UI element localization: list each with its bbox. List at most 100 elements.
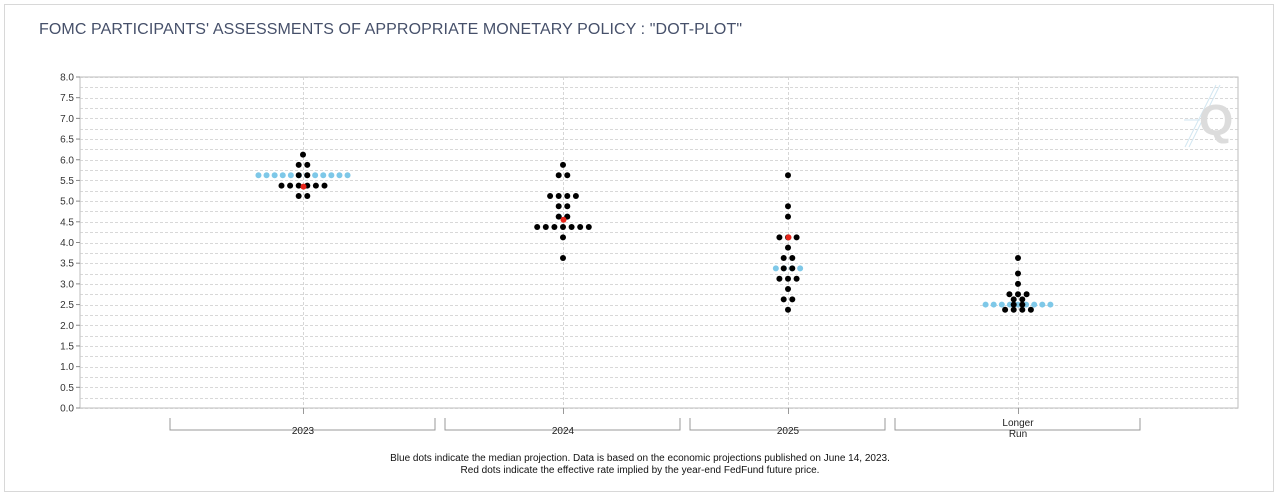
participant-dot [534,223,541,230]
participant-dot [287,182,294,189]
chart-title: FOMC PARTICIPANTS' ASSESSMENTS OF APPROP… [39,21,743,38]
participant-dot [555,203,562,210]
participant-dot [789,265,796,272]
participant-dot [564,192,571,199]
grid-layer [79,76,1239,409]
median-dot [998,301,1005,308]
participant-dot [785,203,791,210]
y-tick-label: 3.5 [60,259,74,270]
median-dot [797,265,804,272]
participant-dot [295,172,302,179]
participant-dot [555,172,562,179]
participant-dot [1027,306,1034,313]
category-bracket [894,418,1141,431]
implied-rate-dot [560,216,567,223]
participant-dot [312,182,319,189]
y-tick-label: 7.0 [60,114,74,125]
category-bracket [169,418,436,431]
participant-dot [785,275,791,282]
x-tick-label: 2023 [292,426,315,437]
participant-dot [780,296,787,303]
participant-dot [295,192,302,199]
participant-dot [785,213,791,220]
y-axis: 0.0 0.5 1.0 1.5 2.0 2.5 3.0 3.5 4.0 4.5 5.0 5.5 6.0 6… [60,73,80,415]
chart-panel [4,4,1274,492]
participant-dot [547,192,554,199]
participant-dot [300,151,306,158]
participant-dot [560,223,566,230]
y-tick-label: 2.0 [60,321,74,332]
participant-dot [568,223,575,230]
median-dot [1039,301,1046,308]
participant-dot [560,255,566,262]
participant-dot [542,223,549,230]
participant-dot [785,306,791,313]
implied-rate-dot [785,234,792,241]
participant-dot [1015,280,1021,287]
participant-dot [555,192,562,199]
y-tick-label: 4.5 [60,217,74,228]
participant-dot [1019,301,1026,308]
median-dot [328,172,335,179]
participant-dot [1019,296,1026,303]
participant-dot [1015,291,1021,298]
watermark-letter: Q [1199,96,1233,145]
participant-dot [304,192,311,199]
participant-dot [564,172,571,179]
median-dot [263,172,270,179]
participant-dot [1010,296,1017,303]
participant-dot [785,244,791,251]
y-tick-label: 3.0 [60,279,74,290]
participant-dot [577,223,584,230]
participant-dot [789,255,796,262]
y-tick-label: 0.5 [60,383,74,394]
median-dot [1047,301,1054,308]
participant-dot [560,234,566,241]
y-tick-label: 2.5 [60,300,74,311]
participant-dot [1023,291,1030,298]
y-tick-label: 0.0 [60,404,74,415]
category-bracket [689,418,886,431]
participant-dot [1002,306,1009,313]
participant-dot [776,275,783,282]
y-tick-label: 7.5 [60,93,74,104]
plot-border [79,76,1239,409]
participant-dot [572,192,579,199]
median-dot [255,172,262,179]
footnote-line-1: Blue dots indicate the median projection… [390,453,890,464]
participant-dot [785,286,791,293]
x-tick-label: 2024 [552,426,575,437]
participant-dot [1010,306,1017,313]
median-dot [990,301,997,308]
participant-dot [560,161,566,168]
participant-dot [1015,270,1021,277]
participant-dot [793,275,800,282]
implied-rate-dot [300,183,307,190]
participant-dot [780,255,787,262]
y-tick-label: 4.0 [60,238,74,249]
participant-dot [776,234,783,241]
watermark-logo: Q [1184,84,1233,148]
y-tick-label: 5.0 [60,197,74,208]
participant-dot [564,203,571,210]
median-dot [279,172,286,179]
x-tick-label: Longer [1002,418,1034,429]
y-tick-label: 6.0 [60,155,74,166]
participant-dot [295,182,302,189]
median-dot [772,265,779,272]
participant-dot [789,296,796,303]
participant-dot [304,161,311,168]
y-tick-label: 8.0 [60,73,74,84]
median-dot [287,172,294,179]
median-dot [271,172,278,179]
x-tick-label: 2025 [777,426,800,437]
participant-dot [1010,301,1017,308]
category-bracket [444,418,681,431]
y-tick-label: 5.5 [60,176,74,187]
participant-dot [304,172,311,179]
median-dot [312,172,319,179]
y-tick-label: 1.5 [60,341,74,352]
y-tick-label: 6.5 [60,135,74,146]
